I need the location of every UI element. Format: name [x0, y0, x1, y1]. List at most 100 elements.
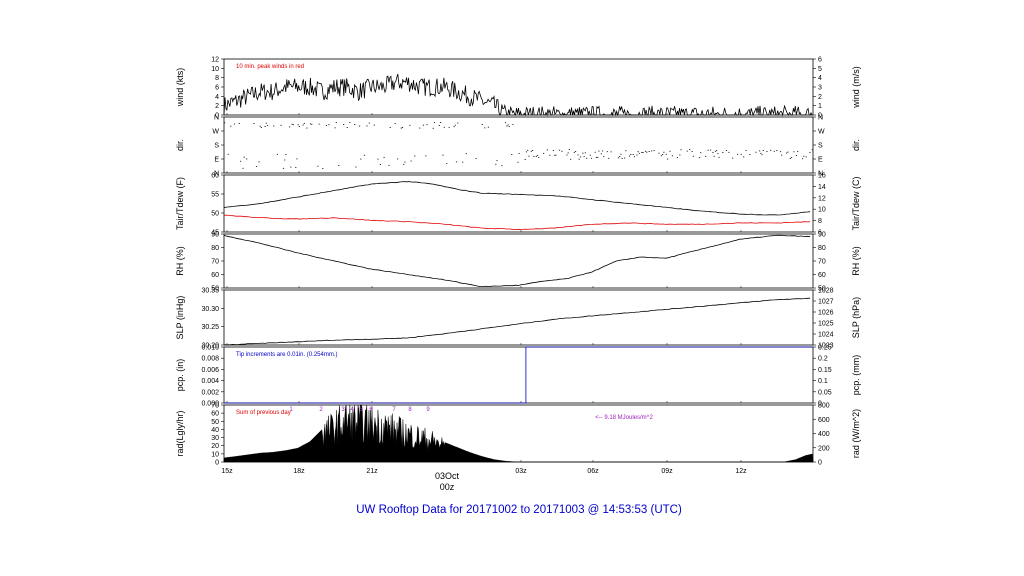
- dir-point: [462, 161, 464, 163]
- ytick-label-right-rad: 800: [818, 403, 830, 410]
- dir-point: [619, 156, 621, 157]
- xtick-label: 06z: [587, 468, 599, 475]
- dir-point: [404, 161, 406, 163]
- ytick-label-left-dir: N: [214, 171, 219, 178]
- ytick-label-left-temp: 45: [211, 230, 219, 237]
- dir-point: [638, 152, 640, 154]
- dir-point: [728, 151, 730, 153]
- ytick-label-left-pcp: 0.006: [201, 367, 219, 374]
- ytick-label-right-slp: 1024: [818, 332, 834, 339]
- dir-point: [705, 155, 707, 157]
- dir-point: [574, 151, 577, 152]
- ytick-label-left-rad: 30: [211, 435, 219, 442]
- dir-point: [292, 124, 294, 126]
- rad-marker-label: 1: [289, 407, 293, 413]
- x-date-sub: 00z: [440, 482, 455, 492]
- ytick-label-right-dir: E: [818, 157, 823, 164]
- panel-note-pcp: Tip increments are 0.01in. (0.254mm.): [236, 352, 337, 358]
- dir-point: [531, 150, 534, 151]
- dir-point: [506, 125, 508, 127]
- dir-point: [805, 156, 807, 158]
- ytick-label-left-temp: 55: [211, 192, 219, 199]
- dir-point: [790, 157, 793, 159]
- dir-point: [475, 157, 477, 159]
- ytick-label-left-temp: 60: [211, 173, 219, 180]
- dir-point: [322, 167, 324, 169]
- dir-point: [743, 156, 745, 158]
- dir-point: [295, 167, 297, 169]
- series-line-temp-0: [223, 181, 811, 216]
- ytick-label-left-rh: 80: [211, 245, 219, 252]
- dir-point: [651, 150, 653, 152]
- dir-point: [309, 123, 312, 125]
- dir-point: [642, 152, 644, 153]
- dir-point: [242, 167, 244, 169]
- dir-point: [289, 126, 291, 128]
- dir-point: [760, 152, 762, 154]
- dir-point: [508, 126, 510, 128]
- ytick-label-left-pcp: 0.004: [201, 378, 219, 385]
- dir-point: [554, 154, 556, 156]
- dir-point: [346, 127, 348, 128]
- dir-point: [679, 154, 681, 156]
- dir-point: [373, 124, 375, 126]
- dir-point: [578, 158, 580, 160]
- dir-point: [617, 157, 620, 159]
- ytick-label-right-pcp: 0.2: [818, 356, 828, 363]
- dir-point: [285, 154, 287, 155]
- dir-point: [377, 158, 379, 160]
- dir-point: [779, 151, 782, 153]
- ytick-label-right-rad: 200: [818, 445, 830, 452]
- dir-point: [409, 124, 411, 126]
- dir-point: [243, 156, 245, 158]
- dir-point: [680, 149, 682, 151]
- dir-point: [255, 166, 258, 167]
- dir-point: [577, 154, 579, 156]
- dir-point: [669, 150, 671, 152]
- dir-point: [276, 153, 278, 155]
- dir-point: [740, 153, 742, 155]
- dir-point: [512, 124, 514, 125]
- dir-point: [446, 163, 448, 165]
- dir-point: [663, 151, 665, 153]
- dir-point: [403, 163, 405, 165]
- ytick-label-left-rad: 60: [211, 411, 219, 418]
- rad-area: [223, 404, 814, 463]
- dir-point: [561, 150, 563, 152]
- panel-note-wind: 10 min. peak winds in red: [236, 64, 304, 70]
- dir-point: [718, 156, 720, 158]
- ytick-label-right-wind: 5: [818, 66, 822, 73]
- dir-point: [524, 158, 526, 160]
- dir-point: [552, 150, 555, 151]
- dir-point: [641, 151, 643, 153]
- dir-point: [700, 152, 702, 154]
- rad-marker-label: 7: [392, 407, 396, 413]
- dir-point: [388, 164, 390, 166]
- dir-point: [676, 157, 678, 159]
- dir-point: [543, 152, 545, 154]
- dir-point: [585, 157, 588, 159]
- ylabel-right-temp: Tair/Tdew (C): [851, 176, 861, 230]
- ylabel-left-rad: rad(Lgly/hr): [175, 410, 185, 456]
- ytick-label-right-wind: 1: [818, 103, 822, 110]
- ytick-label-left-temp: 50: [211, 211, 219, 218]
- ytick-label-left-slp: 30.35: [201, 288, 219, 295]
- dir-point: [368, 122, 370, 124]
- dir-point: [454, 124, 456, 126]
- ytick-label-right-dir: S: [818, 143, 823, 150]
- dir-point: [505, 122, 507, 124]
- ytick-label-right-temp: 6: [818, 230, 822, 237]
- ytick-label-left-wind: 12: [211, 57, 219, 64]
- dir-point: [621, 158, 623, 160]
- chart-title: UW Rooftop Data for 20171002 to 20171003…: [356, 504, 682, 516]
- panel-frame-dir: [223, 116, 814, 174]
- dir-point: [716, 150, 718, 152]
- ytick-label-left-rh: 90: [211, 232, 219, 239]
- ytick-label-right-pcp: 0: [818, 401, 822, 408]
- dir-point: [666, 158, 669, 160]
- dir-point: [795, 155, 798, 156]
- dir-point: [349, 122, 351, 123]
- dir-point: [379, 164, 382, 165]
- dir-point: [297, 124, 299, 126]
- dir-point: [432, 127, 434, 129]
